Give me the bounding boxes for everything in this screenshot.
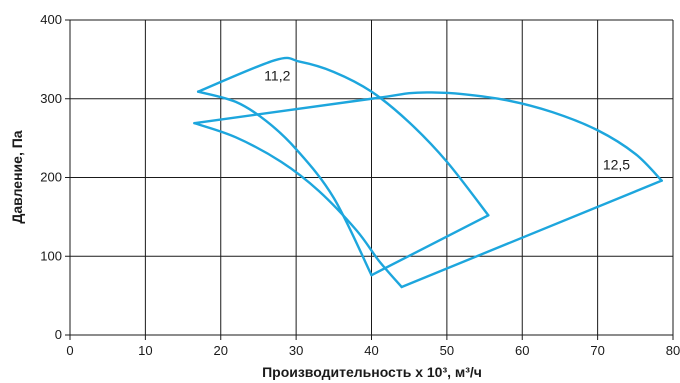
curves bbox=[193, 56, 663, 289]
curve-segment-6 bbox=[400, 179, 663, 289]
y-tick-labels: 0 100 200 300 400 bbox=[40, 12, 62, 342]
y-axis-title: Давление, Па bbox=[9, 130, 25, 223]
curve-label-2: 12,5 bbox=[603, 157, 630, 173]
x-axis-title: Производительность х 10³, м³/ч bbox=[262, 364, 482, 380]
curve-label-1: 11,2 bbox=[264, 68, 290, 84]
annotations: 11,2 12,5 bbox=[264, 68, 630, 173]
curve-segment-1 bbox=[196, 56, 490, 217]
x-tick-label: 0 bbox=[66, 343, 73, 358]
grid bbox=[65, 19, 674, 340]
y-tick-label: 400 bbox=[40, 12, 62, 27]
y-tick-label: 100 bbox=[40, 248, 62, 263]
x-tick-label: 80 bbox=[666, 343, 680, 358]
x-tick-label: 30 bbox=[289, 343, 303, 358]
x-tick-label: 40 bbox=[364, 343, 378, 358]
y-tick-label: 200 bbox=[40, 170, 62, 185]
x-tick-label: 60 bbox=[515, 343, 529, 358]
curve-segment-4 bbox=[193, 91, 663, 182]
y-tick-label: 300 bbox=[40, 91, 62, 106]
x-tick-label: 50 bbox=[440, 343, 454, 358]
x-tick-label: 10 bbox=[138, 343, 152, 358]
curve-segment-5 bbox=[193, 121, 403, 289]
x-tick-label: 70 bbox=[590, 343, 604, 358]
x-tick-labels: 0 10 20 30 40 50 60 70 80 bbox=[66, 343, 680, 358]
x-tick-label: 20 bbox=[214, 343, 228, 358]
y-tick-label: 0 bbox=[55, 327, 62, 342]
curve-segment-3 bbox=[370, 214, 490, 277]
